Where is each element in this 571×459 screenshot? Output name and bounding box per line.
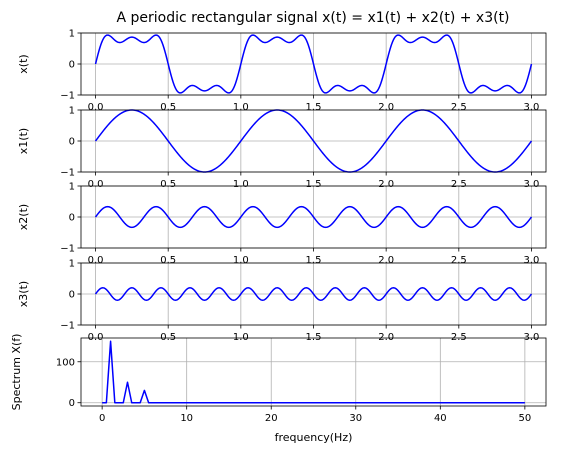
x-tick-label: 0.5 — [160, 255, 176, 266]
y-tick-label: −1 — [60, 321, 75, 332]
x-tick-label: 1.5 — [306, 255, 322, 266]
axes-frame — [80, 337, 547, 407]
series-line — [94, 205, 533, 229]
subplot-5: 0 10 20 30 40 50 0 100 Spectrum X(f) frequency(Hz… — [10, 334, 547, 444]
x-tick-label: 50 — [518, 413, 531, 424]
series-line — [94, 34, 533, 94]
y-tick-label: 1 — [69, 106, 75, 117]
subplot-3: 0.0 0.5 1.0 1.5 2.0 2.5 3.0 −1 0 1 x2(t) — [17, 182, 547, 266]
x-tick-label: 3.0 — [524, 255, 540, 266]
x-tick-label: 2.0 — [378, 255, 394, 266]
y-axis-label: x(t) — [17, 54, 30, 73]
x-tick-label: 2.0 — [378, 332, 394, 343]
x-tick-label: 3.0 — [524, 102, 540, 113]
x-tick-label: 10 — [180, 413, 193, 424]
y-axis-label: x2(t) — [17, 204, 30, 230]
y-axis-label: Spectrum X(f) — [10, 334, 23, 411]
series-line — [102, 340, 525, 404]
x-tick-label: 0.0 — [88, 332, 104, 343]
x-tick-label: 20 — [265, 413, 278, 424]
y-tick-label: −1 — [60, 91, 75, 102]
x-tick-label: 30 — [349, 413, 362, 424]
figure-title: A periodic rectangular signal x(t) = x1(… — [116, 10, 509, 26]
y-tick-label: 100 — [56, 357, 75, 368]
y-tick-label: −1 — [60, 168, 75, 179]
y-tick-label: 0 — [69, 398, 75, 409]
x-tick-label: 0.5 — [160, 179, 176, 190]
x-tick-label: 0.5 — [160, 102, 176, 113]
x-tick-label: 2.5 — [451, 255, 467, 266]
x-tick-label: 0.0 — [88, 255, 104, 266]
x-tick-label: 1.5 — [306, 332, 322, 343]
y-tick-label: −1 — [60, 244, 75, 255]
x-tick-label: 0.5 — [160, 332, 176, 343]
y-axis-label: x3(t) — [17, 281, 30, 307]
x-tick-label: 0.0 — [88, 179, 104, 190]
x-tick-label: 40 — [434, 413, 447, 424]
series-line — [94, 287, 533, 301]
x-tick-label: 1.0 — [233, 179, 249, 190]
x-tick-label: 0 — [99, 413, 105, 424]
x-tick-label: 1.0 — [233, 332, 249, 343]
x-tick-label: 2.5 — [451, 179, 467, 190]
subplot-2: 0.0 0.5 1.0 1.5 2.0 2.5 3.0 −1 0 1 x1(t) — [17, 106, 547, 190]
subplot-4: 0.0 0.5 1.0 1.5 2.0 2.5 3.0 −1 0 1 x3(t) — [17, 259, 547, 343]
x-tick-label: 2.5 — [451, 102, 467, 113]
y-axis-label: x1(t) — [17, 128, 30, 154]
x-tick-label: 2.0 — [378, 102, 394, 113]
y-tick-label: 0 — [69, 290, 75, 301]
x-tick-label: 1.0 — [233, 255, 249, 266]
x-tick-label: 2.5 — [451, 332, 467, 343]
x-tick-label: 1.5 — [306, 179, 322, 190]
y-tick-label: 0 — [69, 60, 75, 71]
subplot-1: 0.0 0.5 1.0 1.5 2.0 2.5 3.0 −1 0 1 x(t) — [17, 29, 547, 113]
x-tick-label: 1.5 — [306, 102, 322, 113]
series-line — [94, 109, 533, 173]
y-tick-label: 1 — [69, 182, 75, 193]
y-tick-label: 1 — [69, 259, 75, 270]
x-tick-label: 3.0 — [524, 332, 540, 343]
x-tick-label: 1.0 — [233, 102, 249, 113]
x-tick-label: 0.0 — [88, 102, 104, 113]
y-tick-label: 0 — [69, 213, 75, 224]
x-axis-label: frequency(Hz) — [275, 431, 353, 444]
x-tick-label: 3.0 — [524, 179, 540, 190]
y-tick-label: 1 — [69, 29, 75, 40]
x-tick-label: 2.0 — [378, 179, 394, 190]
y-tick-label: 0 — [69, 137, 75, 148]
